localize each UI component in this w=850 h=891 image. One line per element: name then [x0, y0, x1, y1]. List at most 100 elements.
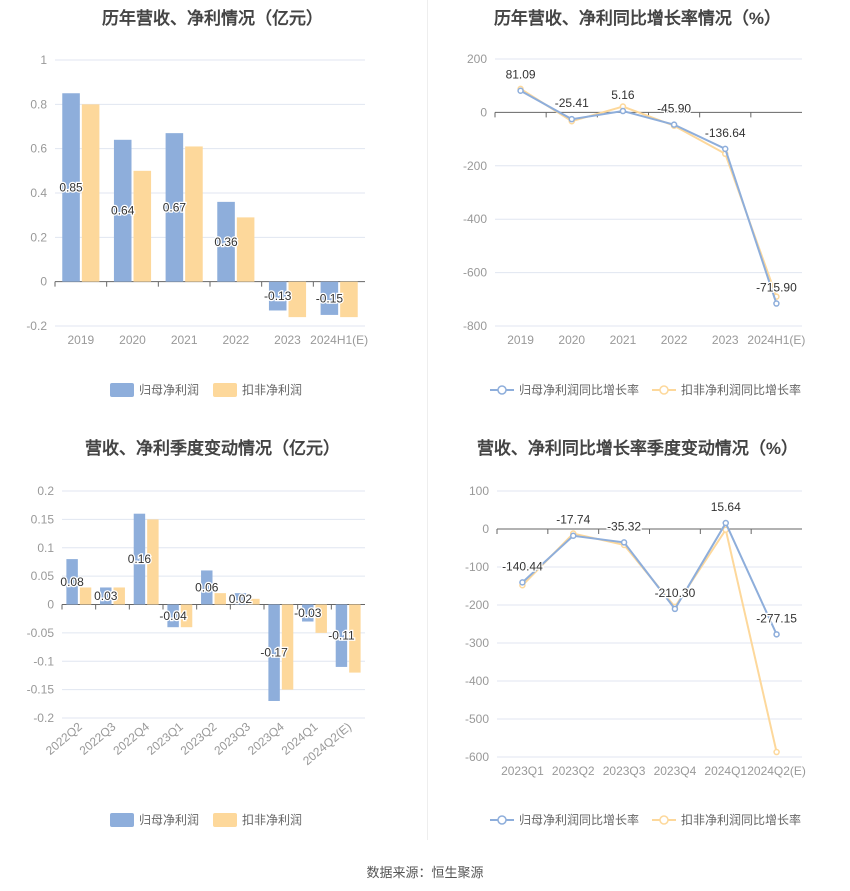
data-label: 0.67	[163, 200, 187, 214]
bar-deducted-profit	[340, 281, 358, 318]
data-label: 0.08	[60, 575, 84, 589]
legend-swatch	[110, 813, 134, 827]
data-label: -0.03	[294, 606, 322, 620]
y-tick-label: 1	[40, 53, 47, 67]
y-tick-label: -400	[463, 212, 487, 226]
x-tick-label: 2022	[661, 333, 688, 347]
y-tick-label: 0	[482, 522, 489, 536]
y-tick-label: -800	[463, 319, 487, 333]
chart-svg: 200 0 -200 -400 -600 -800 2019 2020 2021 2022 2023…	[463, 52, 805, 397]
data-point	[773, 300, 780, 307]
y-tick-label: -0.05	[27, 626, 55, 640]
data-label: 15.64	[711, 500, 741, 514]
legend-marker-icon	[497, 385, 507, 395]
data-point	[671, 605, 679, 613]
data-label: 0.36	[214, 235, 238, 249]
data-label: -0.11	[328, 629, 355, 643]
data-point	[773, 748, 780, 756]
bar-parent-profit	[320, 281, 339, 315]
y-tick-label: -0.2	[26, 319, 47, 333]
y-tick-label: -500	[465, 712, 489, 726]
legend-swatch	[213, 813, 237, 827]
x-tick-label: 2023Q3	[603, 764, 646, 778]
x-tick-label: 2022Q3	[77, 719, 119, 757]
bar-deducted-profit	[315, 604, 327, 633]
legend-marker-icon	[497, 815, 507, 825]
data-point	[568, 115, 575, 123]
y-tick-label: 0.8	[30, 97, 47, 111]
data-label: -0.17	[260, 646, 288, 660]
bar-deducted-profit	[185, 146, 203, 282]
y-tick-label: -400	[465, 674, 489, 688]
y-tick-label: -100	[465, 560, 489, 574]
legend-label: 归母净利润	[139, 813, 199, 827]
series-line	[520, 88, 778, 297]
chart-title: 历年营收、净利同比增长率情况（%）	[493, 9, 782, 28]
data-label: 0.64	[111, 204, 135, 218]
data-label: -17.74	[556, 513, 590, 527]
x-tick-label: 2021	[171, 333, 198, 347]
data-label: -35.32	[607, 519, 641, 533]
x-tick-label: 2023Q2	[552, 764, 595, 778]
y-tick-label: 0.2	[37, 484, 54, 498]
bar-parent-profit	[268, 604, 280, 701]
data-point	[773, 631, 780, 638]
data-label: 0.85	[59, 180, 83, 194]
x-tick-label: 2023Q3	[211, 719, 253, 757]
y-tick-label: -600	[463, 266, 487, 280]
chart-annual-growth: 历年营收、净利同比增长率情况（%） 200 0 -200 -400 -600 -800 20…	[425, 0, 850, 430]
y-tick-label: 0.4	[30, 186, 47, 200]
bar-deducted-profit	[81, 104, 100, 282]
data-point	[620, 539, 628, 546]
bar-deducted-profit	[281, 604, 294, 690]
chart-annual-profit: 历年营收、净利情况（亿元） 1 0.8 0.6 0.4 0.2 0 -0.2 2019 2020…	[0, 0, 425, 430]
data-label: -210.30	[655, 586, 696, 600]
legend-label: 归母净利润	[139, 383, 199, 397]
chart-title: 营收、净利同比增长率季度变动情况（%）	[476, 439, 799, 458]
bar-parent-profit	[302, 604, 314, 622]
bar-parent-profit	[217, 201, 235, 282]
chart-quarterly-profit: 营收、净利季度变动情况（亿元） 0.2 0.15 0.1 0.05 0 -0.05 -0.1…	[0, 430, 425, 860]
y-tick-label: 0.05	[31, 569, 55, 583]
bar-deducted-profit	[79, 587, 92, 605]
data-label: -715.90	[756, 281, 797, 295]
y-tick-label: -200	[465, 598, 489, 612]
data-label: 5.16	[611, 88, 635, 102]
chart-svg: 100 0 -100 -200 -300 -400 -500 -600 2023Q1 2023Q2…	[465, 484, 806, 827]
y-tick-label: 200	[467, 52, 487, 66]
data-point	[722, 145, 729, 153]
bar-parent-profit	[201, 570, 213, 605]
x-tick-label: 2023Q4	[245, 719, 287, 757]
bar-deducted-profit	[214, 593, 226, 605]
data-label: 0.16	[128, 552, 152, 566]
data-label: -277.15	[756, 611, 797, 625]
x-tick-label: 2022Q2	[43, 719, 85, 757]
data-label: 0.06	[195, 580, 219, 594]
data-label: -140.44	[502, 559, 543, 573]
y-tick-label: -300	[465, 636, 489, 650]
divider	[427, 0, 428, 840]
bar-deducted-profit	[248, 598, 260, 605]
y-tick-label: 100	[469, 484, 489, 498]
x-tick-label: 2019	[507, 333, 534, 347]
bar-parent-profit	[234, 593, 247, 605]
data-label: -0.13	[264, 289, 292, 303]
data-label: -136.64	[705, 126, 746, 140]
y-tick-label: -0.15	[27, 683, 55, 697]
x-tick-label: 2023	[712, 333, 739, 347]
x-tick-label: 2024H1(E)	[310, 333, 368, 347]
bar-parent-profit	[100, 587, 112, 605]
x-tick-label: 2022	[222, 333, 249, 347]
data-label: -0.15	[316, 291, 344, 305]
x-tick-label: 2020	[558, 333, 585, 347]
bar-deducted-profit	[180, 604, 193, 628]
y-tick-label: -600	[465, 750, 489, 764]
chart-svg: 0.20.150.10.050-0.05-0.1-0.15-0.22022Q22…	[27, 484, 365, 827]
x-tick-label: 2022Q4	[110, 719, 152, 757]
bar-parent-profit	[167, 604, 179, 628]
data-label: 0.02	[229, 592, 253, 606]
bar-parent-profit	[66, 559, 78, 605]
series-line	[521, 520, 778, 635]
x-tick-label: 2020	[119, 333, 146, 347]
